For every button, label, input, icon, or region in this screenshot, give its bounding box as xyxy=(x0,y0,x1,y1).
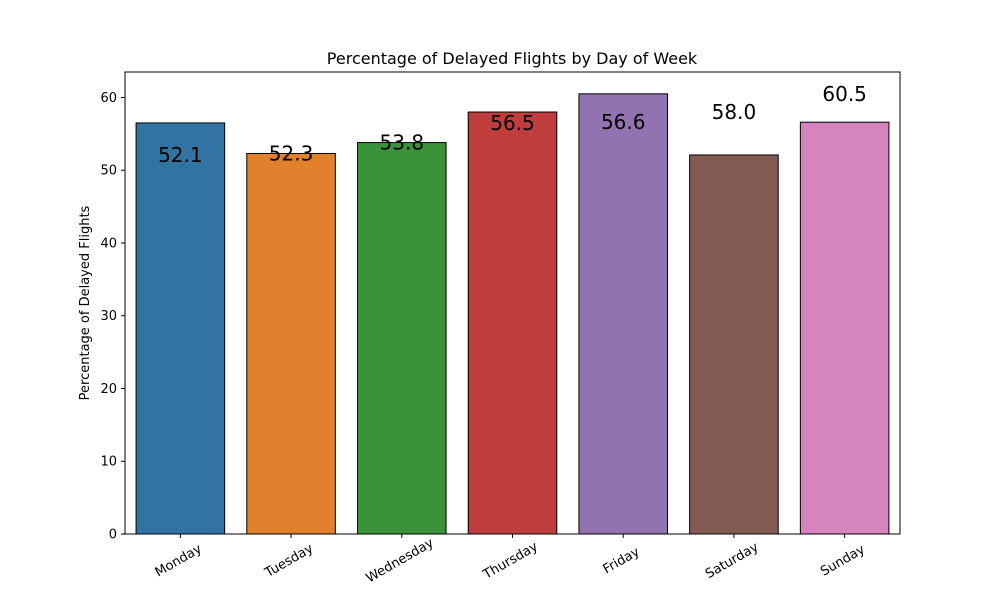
data-label-thursday: 56.5 xyxy=(490,111,535,135)
x-tick-label-tuesday: Tuesday xyxy=(262,541,316,581)
x-tick-label-monday: Monday xyxy=(153,541,205,580)
x-tick-label-friday: Friday xyxy=(601,544,643,577)
y-tick-label-40: 40 xyxy=(100,236,117,251)
data-label-friday: 56.6 xyxy=(601,110,646,134)
data-label-tuesday: 52.3 xyxy=(269,141,314,165)
bar-monday xyxy=(135,122,226,535)
x-tick-label-wednesday: Wednesday xyxy=(364,536,437,587)
x-tick-label-saturday: Saturday xyxy=(703,540,761,582)
y-axis: 0 10 20 30 40 50 60 xyxy=(100,91,125,543)
y-tick-label-0: 0 xyxy=(109,528,117,543)
data-label-saturday: 58.0 xyxy=(712,100,757,124)
bar-thursday xyxy=(467,111,558,535)
y-tick-label-20: 20 xyxy=(100,382,117,397)
y-tick-label-30: 30 xyxy=(100,309,117,324)
bars-group xyxy=(135,93,890,535)
chart-title: Percentage of Delayed Flights by Day of … xyxy=(327,49,698,68)
x-axis: Monday Tuesday Wednesday Thursday Friday Satu… xyxy=(153,534,868,586)
data-label-monday: 52.1 xyxy=(158,143,203,167)
y-tick-label-60: 60 xyxy=(100,91,117,106)
y-axis-label: Percentage of Delayed Flights xyxy=(78,205,93,400)
data-label-sunday: 60.5 xyxy=(822,82,867,106)
y-tick-label-50: 50 xyxy=(100,164,117,179)
bar-sunday xyxy=(799,121,890,535)
y-tick-label-10: 10 xyxy=(100,455,117,470)
bar-friday xyxy=(578,93,669,535)
data-labels-group: 52.1 52.3 53.8 56.5 56.6 58.0 60.5 xyxy=(158,82,867,167)
bar-saturday xyxy=(689,154,779,535)
plot-frame xyxy=(124,71,901,535)
data-label-wednesday: 53.8 xyxy=(380,131,425,155)
bar-wednesday xyxy=(357,142,447,535)
x-tick-label-sunday: Sunday xyxy=(818,542,868,579)
x-tick-label-thursday: Thursday xyxy=(480,539,541,583)
bar-tuesday xyxy=(246,152,336,535)
